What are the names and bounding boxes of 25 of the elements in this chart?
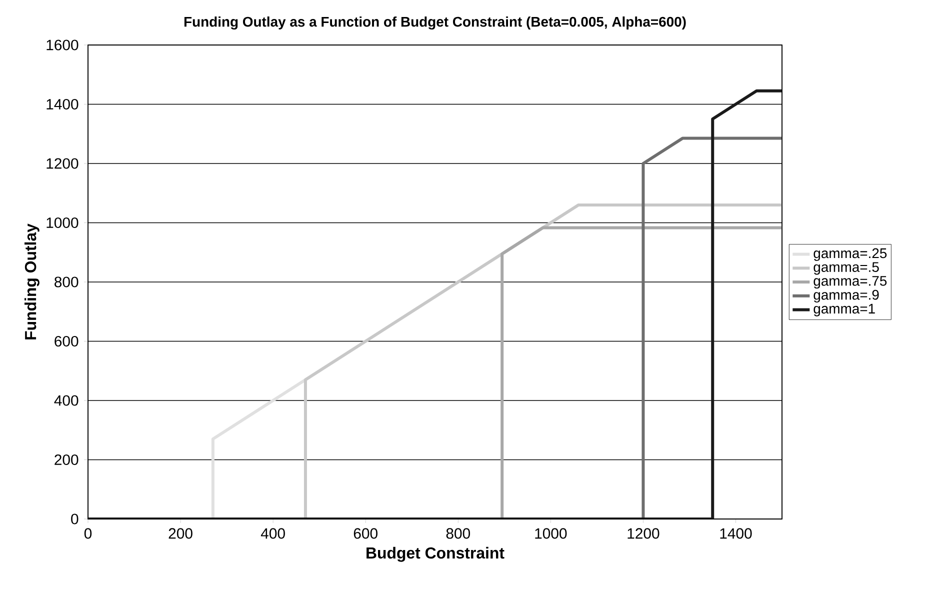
x-axis-title: Budget Constraint [366, 546, 504, 562]
x-tick-label: 800 [446, 528, 470, 539]
legend-label: gamma=.5 [814, 262, 879, 275]
y-tick-label: 1600 [46, 40, 78, 50]
x-tick-label: 1000 [535, 528, 567, 539]
x-tick-label: 600 [354, 528, 378, 539]
y-tick-label: 200 [54, 454, 78, 466]
legend-label: gamma=.75 [814, 276, 887, 289]
y-tick-label: 1200 [46, 158, 78, 169]
y-tick-label: 800 [54, 276, 78, 288]
chart-title: Funding Outlay as a Function of Budget Constraint (Beta=0.005, Alpha=600) [184, 16, 686, 30]
y-axis-title: Funding Outlay [24, 224, 40, 340]
y-tick-label: 1400 [46, 98, 78, 110]
legend-label: gamma=.9 [814, 290, 879, 303]
y-tick-label: 0 [71, 514, 78, 524]
x-tick-label: 0 [84, 528, 92, 539]
legend-label: gamma=1 [814, 304, 875, 316]
legend-label: gamma=.25 [814, 248, 887, 261]
x-tick-label: 1200 [628, 528, 660, 539]
x-tick-label: 400 [260, 528, 285, 539]
y-tick-label: 1000 [46, 217, 78, 228]
x-tick-label: 200 [168, 528, 192, 539]
y-tick-label: 600 [54, 336, 78, 347]
x-tick-label: 1400 [720, 528, 752, 539]
y-tick-label: 400 [54, 395, 78, 406]
